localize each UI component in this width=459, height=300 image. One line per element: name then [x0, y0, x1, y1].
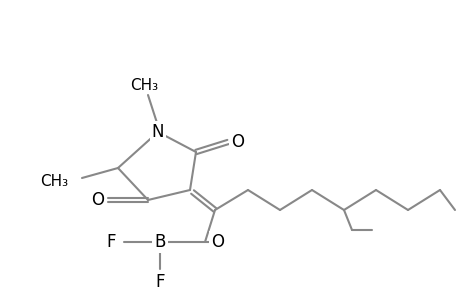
Text: O: O — [231, 133, 244, 151]
Text: F: F — [155, 273, 164, 291]
Text: B: B — [154, 233, 165, 251]
Text: O: O — [211, 233, 224, 251]
Text: O: O — [91, 191, 104, 209]
Text: CH₃: CH₃ — [129, 77, 158, 92]
Text: CH₃: CH₃ — [40, 175, 68, 190]
Text: F: F — [106, 233, 116, 251]
Text: N: N — [151, 123, 164, 141]
